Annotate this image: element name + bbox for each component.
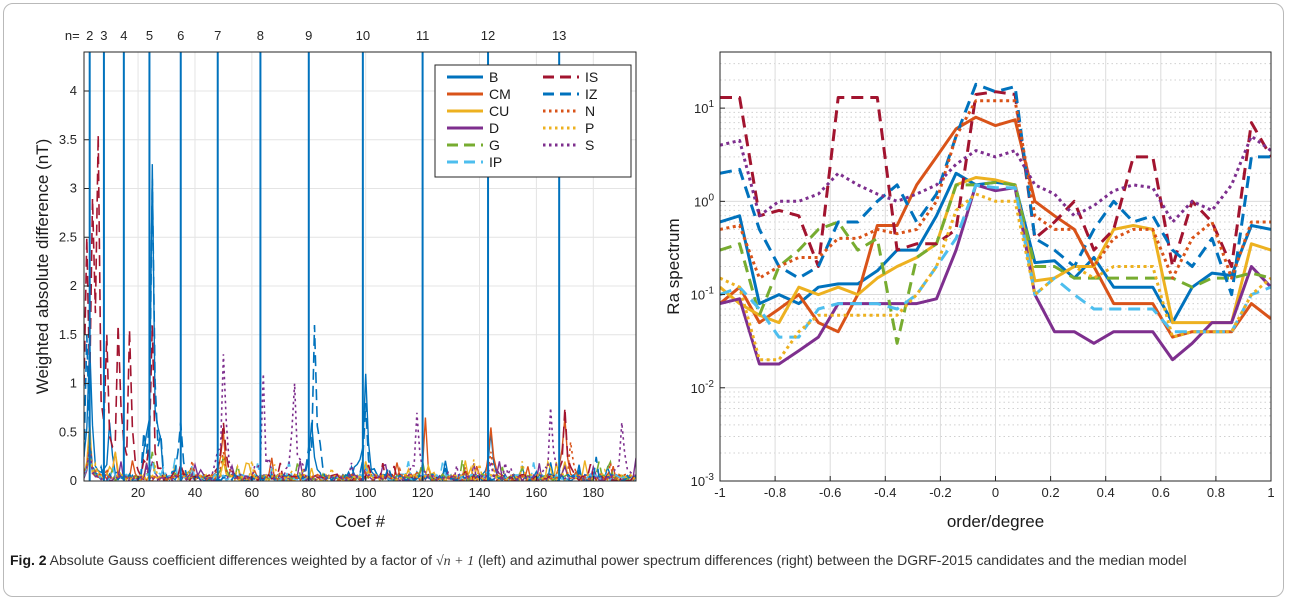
right-series-IP: [720, 183, 1271, 339]
right-series-group: [720, 82, 1271, 366]
left-axes-box: [83, 51, 637, 482]
right-x-tick-label: -0.2: [929, 485, 951, 500]
right-x-tick-label: 0: [992, 485, 999, 500]
legend-label-CU: CU: [489, 103, 509, 119]
degree-marker-label: 5: [146, 28, 153, 43]
right-series-D: [720, 183, 1271, 366]
degree-marker-label: 7: [214, 28, 221, 43]
left-x-tick-label: 180: [582, 485, 604, 500]
right-series-CU: [720, 176, 1271, 325]
right-series-G: [720, 180, 1271, 345]
left-series-group: [84, 134, 636, 481]
left-y-tick-label: 1.5: [59, 327, 77, 342]
degree-marker-label: 12: [481, 28, 495, 43]
right-series-P: [720, 192, 1271, 362]
left-y-tick-label: 3.5: [59, 132, 77, 147]
legend-label-IS: IS: [585, 69, 598, 85]
right-x-tick-label: -0.8: [764, 485, 786, 500]
degree-marker-label: 9: [305, 28, 312, 43]
left-x-tick-label: 120: [412, 485, 434, 500]
right-x-axis-label: order/degree: [947, 512, 1044, 531]
left-y-tick-label: 0.5: [59, 424, 77, 439]
right-x-tick-label: -1: [714, 485, 726, 500]
right-chart: -1 -0.8 -0.6 -0.4 -0.2 0 0.2 0.4 0.6 0.8 1 10-3 10-2…: [664, 51, 1275, 531]
degree-marker-prefix: n=: [65, 28, 80, 43]
caption-text-after: (left) and azimuthal power spectrum diff…: [474, 552, 1187, 568]
caption-text-before: Absolute Gauss coefficient differences w…: [46, 552, 436, 568]
left-x-tick-label: 160: [526, 485, 548, 500]
right-y-tick-label: 100: [694, 192, 714, 209]
right-series-IZ: [720, 82, 1271, 297]
right-x-tick-label: 0.6: [1152, 485, 1170, 500]
degree-marker-label: 2: [86, 28, 93, 43]
left-y-tick-label: 2.5: [59, 229, 77, 244]
left-series-G: [84, 446, 636, 481]
left-chart: 2 3 4 5 6 7 8 9 10 11 12 13n=20 40 60 80 100 120 140 160 18…: [33, 28, 637, 531]
legend-label-CM: CM: [489, 86, 511, 102]
degree-marker-label: 4: [120, 28, 127, 43]
left-x-tick-label: 140: [469, 485, 491, 500]
legend-label-S: S: [585, 137, 594, 153]
legend-label-B: B: [489, 69, 498, 85]
left-series-S: [84, 354, 636, 481]
right-y-tick-label: 10-2: [691, 379, 715, 396]
left-x-tick-label: 80: [302, 485, 316, 500]
legend-label-N: N: [585, 103, 595, 119]
legend-label-IP: IP: [489, 154, 502, 170]
caption-math: √n + 1: [435, 554, 475, 569]
right-x-tick-label: 0.4: [1097, 485, 1115, 500]
degree-marker-label: 10: [356, 28, 370, 43]
legend-label-IZ: IZ: [585, 86, 598, 102]
right-y-tick-label: 10-3: [691, 472, 715, 489]
legend-label-P: P: [585, 120, 594, 136]
figure-caption: Fig. 2 Absolute Gauss coefficient differ…: [10, 550, 1280, 572]
right-x-tick-label: -0.6: [819, 485, 841, 500]
left-x-axis-label: Coef #: [335, 512, 386, 531]
left-x-tick-label: 40: [188, 485, 202, 500]
right-x-tick-label: 1: [1267, 485, 1274, 500]
degree-marker-label: 6: [177, 28, 184, 43]
left-y-tick-label: 2: [70, 278, 77, 293]
legend-label-D: D: [489, 120, 499, 136]
right-series-IS: [720, 90, 1271, 268]
right-series-N: [720, 99, 1271, 280]
left-series-N: [84, 441, 636, 481]
legend-label-G: G: [489, 137, 500, 153]
right-x-tick-label: 0.2: [1042, 485, 1060, 500]
left-series-P: [84, 451, 636, 481]
right-series-CM: [720, 115, 1271, 339]
left-x-tick-label: 20: [131, 485, 145, 500]
right-y-tick-label: 101: [694, 99, 714, 116]
degree-marker-label: 8: [257, 28, 264, 43]
right-x-tick-label: 0.8: [1207, 485, 1225, 500]
right-y-tick-label: 10-1: [691, 286, 715, 303]
left-x-tick-label: 100: [355, 485, 377, 500]
degree-marker-label: 13: [552, 28, 566, 43]
degree-marker-label: 11: [416, 28, 430, 43]
left-y-tick-label: 1: [70, 376, 77, 391]
left-x-tick-label: 60: [245, 485, 259, 500]
left-y-tick-label: 3: [70, 181, 77, 196]
degree-marker-label: 3: [100, 28, 107, 43]
figure-frame: [3, 3, 1284, 597]
figure-canvas: 2 3 4 5 6 7 8 9 10 11 12 13n=20 40 60 80 100 120 140 160 18…: [33, 28, 1275, 531]
left-y-axis-label: Weighted absolute difference (nT): [33, 139, 52, 394]
right-series-S: [720, 134, 1271, 224]
right-x-tick-label: -0.4: [874, 485, 896, 500]
right-y-axis-label: Ra spectrum: [664, 218, 683, 314]
left-y-tick-label: 0: [70, 473, 77, 488]
left-legend-box: [434, 64, 632, 178]
caption-label: Fig. 2: [10, 552, 47, 568]
left-y-tick-label: 4: [70, 83, 77, 98]
